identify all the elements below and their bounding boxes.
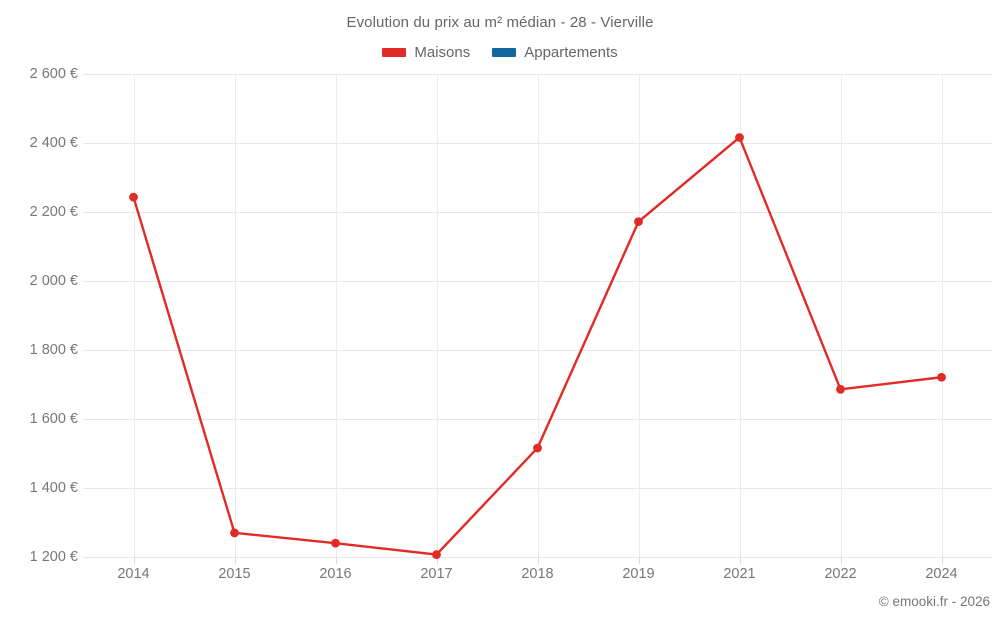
chart-title: Evolution du prix au m² médian - 28 - Vi… [346, 14, 654, 31]
plot-svg [83, 74, 992, 564]
x-tick-label: 2015 [218, 566, 251, 582]
data-point[interactable] [735, 133, 744, 142]
data-point[interactable] [533, 443, 542, 453]
x-tick-label: 2021 [723, 566, 756, 582]
legend-label-appartements: Appartements [524, 44, 618, 61]
legend-item-maisons[interactable]: Maisons [382, 44, 470, 61]
data-point[interactable] [634, 217, 643, 227]
x-tick-label: 2014 [117, 566, 150, 582]
x-tick-label: 2019 [622, 566, 655, 582]
legend-swatch-maisons [382, 48, 407, 57]
data-point[interactable] [836, 384, 845, 394]
plot-area [83, 74, 992, 564]
y-tick-label: 2 400 € [29, 135, 78, 151]
y-tick-label: 1 200 € [29, 549, 78, 565]
y-tick-label: 1 400 € [29, 480, 78, 496]
data-point[interactable] [937, 372, 946, 382]
y-axis: 1 200 € 1 400 € 1 600 € 1 800 € 2 000 € 2 200… [0, 0, 78, 625]
y-tick-label: 2 600 € [29, 66, 78, 82]
legend-label-maisons: Maisons [414, 44, 471, 61]
y-tick-label: 2 200 € [29, 204, 78, 220]
data-point[interactable] [331, 538, 340, 548]
y-tick-label: 1 600 € [29, 411, 78, 427]
copyright-credit: © emooki.fr - 2026 [878, 594, 990, 609]
x-tick-label: 2017 [420, 566, 453, 582]
x-tick-label: 2024 [925, 566, 958, 582]
series-line-maisons [132, 136, 943, 556]
legend-swatch-appartements [492, 48, 517, 57]
chart-legend: Maisons Appartements [0, 44, 1000, 61]
x-tick-label: 2016 [319, 566, 352, 582]
x-tick-label: 2018 [521, 566, 554, 582]
y-tick-label: 1 800 € [29, 342, 78, 358]
x-tick-label: 2022 [824, 566, 857, 582]
legend-item-appartements[interactable]: Appartements [492, 44, 618, 61]
data-point[interactable] [129, 192, 138, 202]
y-tick-label: 2 000 € [29, 273, 78, 289]
data-point[interactable] [230, 528, 239, 538]
data-point[interactable] [432, 550, 441, 559]
